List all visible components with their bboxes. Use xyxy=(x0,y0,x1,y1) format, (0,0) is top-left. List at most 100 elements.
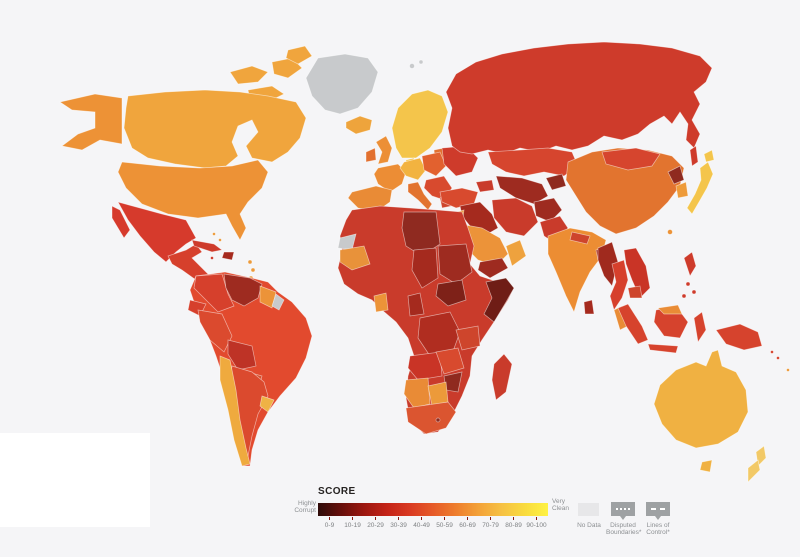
score-bucket-label: 10-19 xyxy=(341,517,364,529)
region-java xyxy=(647,343,679,354)
region-myanmar xyxy=(597,241,619,287)
region-fiji xyxy=(786,368,790,372)
region-angola xyxy=(407,351,443,381)
lines-of-control-label: Lines of Control* xyxy=(646,522,670,536)
region-cameroon xyxy=(407,292,425,317)
region-tasmania xyxy=(699,459,713,473)
score-bucket-label: 0-9 xyxy=(318,517,341,529)
region-mongolia xyxy=(601,147,661,171)
score-bucket-labels: 0-9 10-19 20-29 30-39 40-49 50-59 60-69 70-79 80… xyxy=(318,517,548,529)
region-cuba xyxy=(191,239,223,253)
region-ireland xyxy=(365,147,377,163)
region-guianas xyxy=(259,285,277,309)
region-sakhalin xyxy=(689,145,699,167)
region-mauritania-senegal xyxy=(339,245,371,271)
region-cambodia xyxy=(627,285,643,299)
region-chile xyxy=(219,355,251,467)
region-tanzania xyxy=(455,325,481,351)
region-new-guinea xyxy=(715,323,763,351)
very-clean-label: Very Clean xyxy=(552,498,569,512)
region-iceland xyxy=(345,115,373,135)
region-peru xyxy=(197,309,233,353)
region-philippines xyxy=(691,289,697,295)
region-vietnam-laos xyxy=(623,247,651,299)
legend-title: SCORE xyxy=(318,486,356,497)
region-bahamas xyxy=(212,232,216,236)
region-sumatra xyxy=(617,303,649,345)
region-taiwan xyxy=(667,229,673,235)
region-france xyxy=(373,163,407,193)
lines-of-control-swatch xyxy=(646,502,670,520)
region-south-korea xyxy=(675,181,689,199)
dashes-pattern-icon xyxy=(651,508,656,510)
region-uzbek-turkmen xyxy=(495,175,549,205)
region-arctic-islands xyxy=(285,45,313,65)
score-legend: SCORE Highly Corrupt Very Clean 0-9 10-19… xyxy=(290,486,690,546)
region-italy xyxy=(407,181,433,211)
region-kyrgyz-tajik xyxy=(545,173,567,191)
region-philippines xyxy=(685,281,691,287)
region-uruguay xyxy=(259,395,275,413)
region-yemen xyxy=(477,257,509,279)
region-svalbard xyxy=(409,63,415,69)
region-kazakhstan xyxy=(487,147,579,177)
no-data-swatch xyxy=(578,503,599,516)
region-north-korea xyxy=(667,165,685,185)
region-mexico xyxy=(117,201,197,263)
region-new-zealand-south xyxy=(747,459,761,483)
region-solomons xyxy=(770,350,774,354)
region-thailand xyxy=(609,259,629,311)
no-data-label: No Data xyxy=(577,522,601,529)
score-bucket-label: 80-89 xyxy=(502,517,525,529)
region-nepal xyxy=(569,231,591,245)
region-venezuela xyxy=(223,273,263,307)
region-svalbard xyxy=(418,59,424,65)
region-india xyxy=(547,227,607,313)
region-poland xyxy=(421,151,447,177)
score-bucket-label: 40-49 xyxy=(410,517,433,529)
region-sri-lanka xyxy=(583,299,595,315)
score-bucket-label: 60-69 xyxy=(456,517,479,529)
highly-corrupt-label: Highly Corrupt xyxy=(294,500,316,514)
region-colombia xyxy=(193,273,235,313)
score-bucket-label: 30-39 xyxy=(387,517,410,529)
disputed-boundaries-label: Disputed Boundaries* xyxy=(606,522,642,536)
region-sudan xyxy=(437,243,473,285)
region-zambia xyxy=(435,347,465,375)
region-philippines xyxy=(683,251,697,277)
region-south-africa xyxy=(405,401,457,435)
region-arctic-islands xyxy=(229,65,269,85)
region-japan xyxy=(686,161,714,215)
region-jamaica xyxy=(210,256,214,260)
region-hokkaido xyxy=(703,149,715,163)
region-hispaniola xyxy=(221,251,235,261)
score-bucket-label: 50-59 xyxy=(433,517,456,529)
region-antilles xyxy=(247,259,253,265)
region-bolivia xyxy=(227,339,257,371)
region-mexico xyxy=(111,205,131,239)
region-madagascar xyxy=(491,353,513,401)
disputed-boundaries-swatch xyxy=(611,502,635,520)
region-greenland xyxy=(305,53,379,115)
region-bahamas xyxy=(218,238,222,242)
region-chad xyxy=(411,247,439,289)
score-bucket-label: 90-100 xyxy=(525,517,548,529)
score-bucket-label: 70-79 xyxy=(479,517,502,529)
region-south-sudan xyxy=(435,279,467,307)
region-australia xyxy=(653,349,749,449)
region-solomons xyxy=(776,356,780,360)
region-french-guiana xyxy=(271,293,285,311)
region-philippines xyxy=(681,293,687,299)
region-scandinavia xyxy=(391,89,449,159)
region-canada xyxy=(123,89,307,169)
region-russia xyxy=(445,41,713,155)
score-gradient-bar xyxy=(318,503,548,516)
white-overlay-patch xyxy=(0,433,150,527)
region-iran xyxy=(491,197,539,237)
region-ghana xyxy=(373,292,389,313)
region-germany xyxy=(399,157,427,181)
score-bucket-label: 20-29 xyxy=(364,517,387,529)
